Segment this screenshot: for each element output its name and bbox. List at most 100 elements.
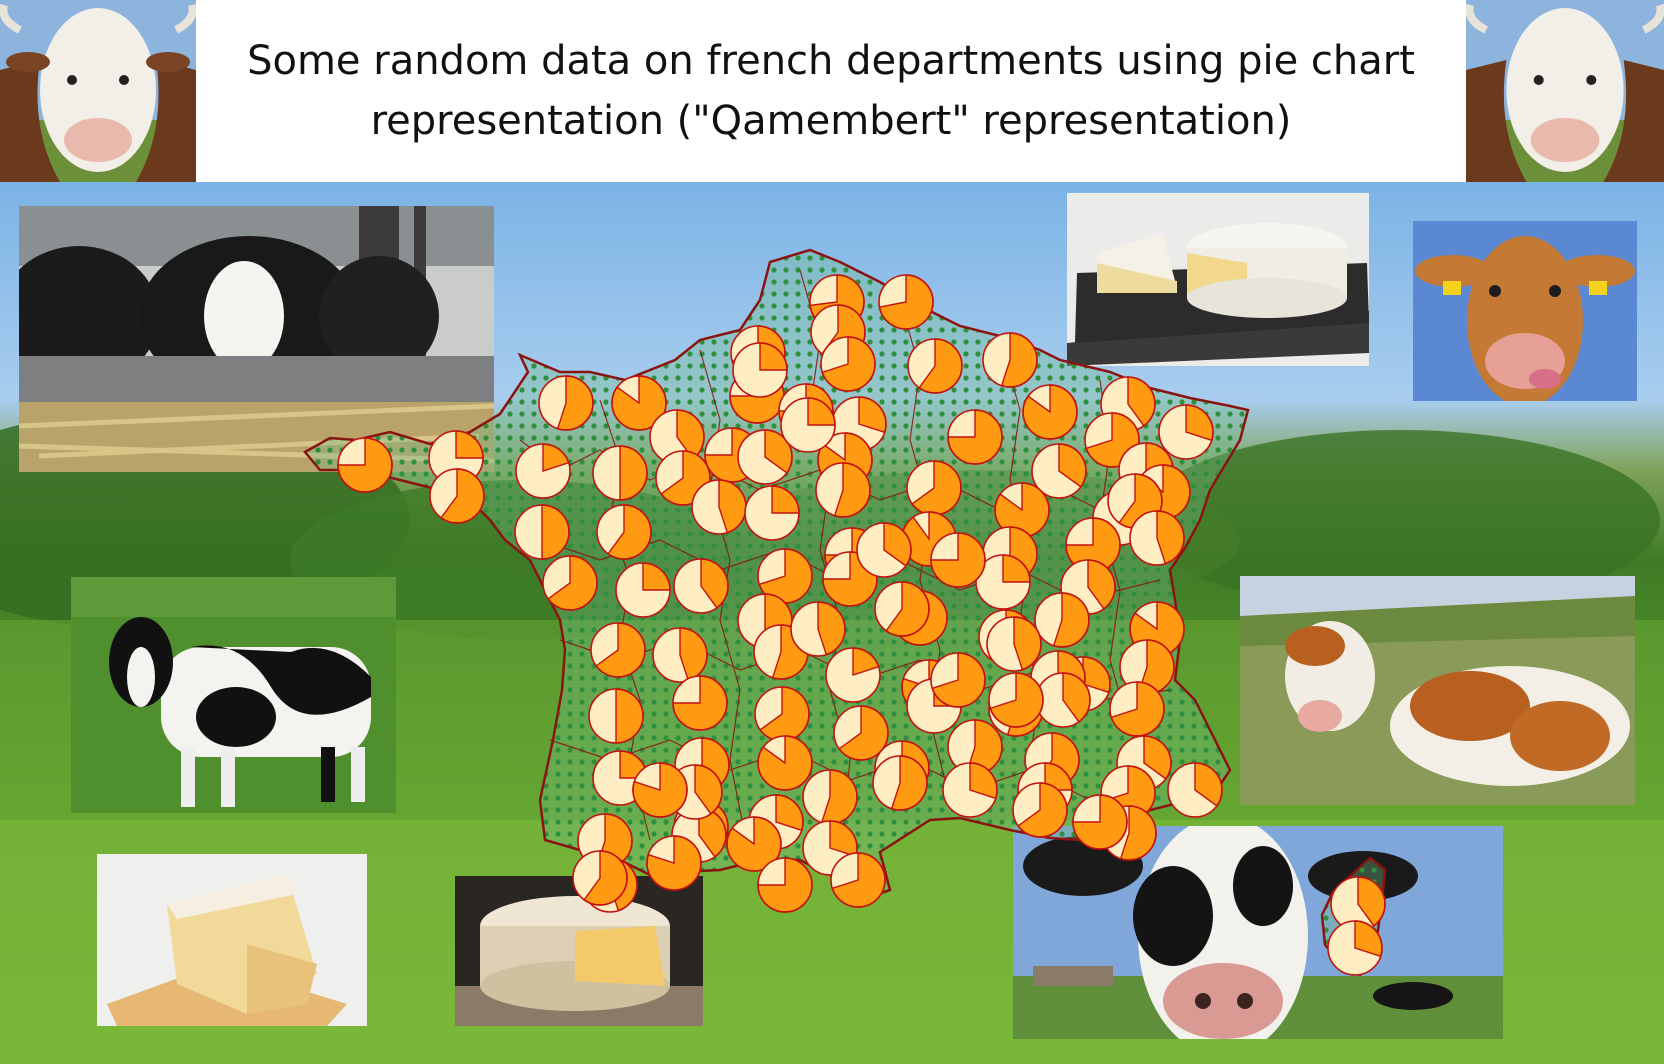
department-pie [878, 274, 934, 330]
cow-photo-top-left [0, 0, 196, 182]
pie-outline [615, 562, 671, 618]
department-pie [632, 762, 688, 818]
pie-outline [907, 338, 963, 394]
department-pie [1327, 920, 1383, 976]
pie-outline [947, 409, 1003, 465]
department-pie [596, 504, 652, 560]
department-pie [429, 468, 485, 524]
pie-layer [337, 274, 1386, 976]
department-pie [592, 445, 648, 501]
pie-outline [975, 554, 1031, 610]
pie-outline [1072, 794, 1128, 850]
pie-outline [646, 835, 702, 891]
department-pie [947, 719, 1003, 775]
pie-outline [825, 647, 881, 703]
department-pie [744, 485, 800, 541]
pie-outline [726, 816, 782, 872]
pie-outline [744, 485, 800, 541]
department-pie [830, 852, 886, 908]
department-pie [611, 375, 667, 431]
department-pie [906, 460, 962, 516]
pie-outline [1109, 681, 1165, 737]
department-pie [732, 342, 788, 398]
cow-photo-top-right [1466, 0, 1664, 182]
pie-outline [856, 522, 912, 578]
department-pie [757, 735, 813, 791]
department-pie [1065, 517, 1121, 573]
pie-outline [872, 755, 928, 811]
department-pie [1129, 510, 1185, 566]
department-pie [652, 627, 708, 683]
department-pie [1109, 681, 1165, 737]
pie-outline [1031, 443, 1087, 499]
pie-outline [429, 468, 485, 524]
cow-photo-licking [1413, 221, 1637, 401]
pie-outline [337, 437, 393, 493]
department-pie [1119, 639, 1175, 695]
department-pie [649, 409, 705, 465]
pie-outline [632, 762, 688, 818]
department-pie [820, 336, 876, 392]
department-pie [754, 686, 810, 742]
pie-outline [596, 504, 652, 560]
pie-outline [1167, 762, 1223, 818]
pie-outline [1327, 920, 1383, 976]
department-pie [1158, 404, 1214, 460]
department-pie [1072, 794, 1128, 850]
pie-outline [822, 551, 878, 607]
department-pie [1035, 672, 1091, 728]
department-pie [872, 755, 928, 811]
department-pie [975, 554, 1031, 610]
department-pie [514, 504, 570, 560]
department-pie [802, 769, 858, 825]
department-pie [825, 647, 881, 703]
pie-outline [652, 627, 708, 683]
pie-outline [874, 581, 930, 637]
pie-outline [1129, 510, 1185, 566]
pie-outline [830, 852, 886, 908]
department-pie [757, 857, 813, 913]
cow-photo-lying [1240, 576, 1635, 805]
pie-outline [878, 274, 934, 330]
department-pie [986, 616, 1042, 672]
pie-outline [982, 332, 1038, 388]
pie-outline [732, 342, 788, 398]
department-pie [1167, 762, 1223, 818]
department-pie [790, 601, 846, 657]
department-pie [673, 558, 729, 614]
department-pie [907, 338, 963, 394]
pie-outline [514, 504, 570, 560]
department-pie [1330, 876, 1386, 932]
cow-photo-barn [19, 206, 494, 472]
department-pie [572, 850, 628, 906]
pie-outline [930, 532, 986, 588]
pie-outline [1012, 782, 1068, 838]
department-pie [930, 532, 986, 588]
pie-outline [590, 622, 646, 678]
department-pie [588, 688, 644, 744]
pie-outline [611, 375, 667, 431]
department-pie [833, 705, 889, 761]
department-pie [538, 375, 594, 431]
department-pie [691, 479, 747, 535]
pie-outline [757, 857, 813, 913]
pie-outline [802, 820, 858, 876]
pie-outline [986, 616, 1042, 672]
department-pie [1022, 384, 1078, 440]
pie-outline [820, 336, 876, 392]
chart-title: Some random data on french departments u… [247, 38, 1415, 144]
pie-outline [572, 850, 628, 906]
pie-outline [672, 675, 728, 731]
pie-outline [542, 555, 598, 611]
pie-outline [673, 558, 729, 614]
pie-outline [833, 705, 889, 761]
department-pie [874, 581, 930, 637]
pie-outline [780, 397, 836, 453]
pie-outline [1034, 592, 1090, 648]
department-pie [994, 482, 1050, 538]
pie-outline [588, 688, 644, 744]
cheese-photo-wedges [97, 854, 367, 1026]
department-pie [726, 816, 782, 872]
